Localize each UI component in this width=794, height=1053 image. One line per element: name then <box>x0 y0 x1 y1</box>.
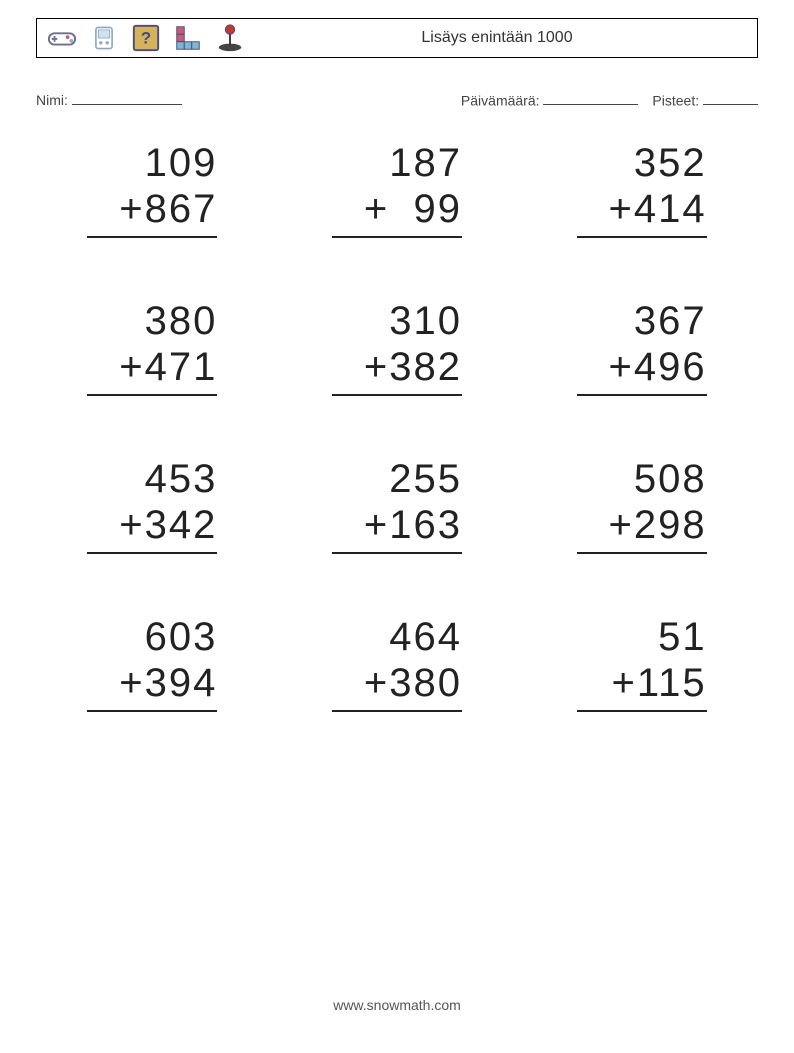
score-group: Pisteet: <box>652 90 758 108</box>
addend-bottom: +394 <box>87 660 217 712</box>
addend-bottom-value: 342 <box>145 503 218 547</box>
operator: + <box>119 502 144 548</box>
addend-bottom-value: 471 <box>145 345 218 389</box>
problem: 453 +342 <box>60 456 245 554</box>
problem: 603 +394 <box>60 614 245 712</box>
problem: 310 +382 <box>305 298 490 396</box>
addend-top: 310 <box>332 298 462 344</box>
addend-bottom-value: 414 <box>634 187 707 231</box>
score-label: Pisteet: <box>652 92 699 108</box>
addend-top: 603 <box>87 614 217 660</box>
addend-top: 255 <box>332 456 462 502</box>
date-label: Päivämäärä: <box>461 92 540 108</box>
addend-bottom: +382 <box>332 344 462 396</box>
addend-top: 352 <box>577 140 707 186</box>
problem: 367 +496 <box>549 298 734 396</box>
operator: + <box>609 186 634 232</box>
addend-bottom-value: 298 <box>634 503 707 547</box>
addend-bottom: +342 <box>87 502 217 554</box>
addend-bottom-value: 496 <box>634 345 707 389</box>
addend-bottom-value: 380 <box>389 661 462 705</box>
meta-row: Nimi: Päivämäärä: Pisteet: <box>36 90 758 108</box>
addend-top: 508 <box>577 456 707 502</box>
addend-bottom: +163 <box>332 502 462 554</box>
addend-bottom: +496 <box>577 344 707 396</box>
addend-bottom: + 99 <box>332 186 462 238</box>
operator: + <box>364 660 389 706</box>
footer: www.snowmath.com <box>0 997 794 1013</box>
operator: + <box>609 344 634 390</box>
date-group: Päivämäärä: <box>461 90 638 108</box>
problem: 508 +298 <box>549 456 734 554</box>
problems-grid: 109 +867 187 + 99 352 +414 380 +471 310 … <box>60 140 734 712</box>
problem: 109 +867 <box>60 140 245 238</box>
header-bar: ? Lisäys enintään 1000 <box>36 18 758 58</box>
addend-bottom-value: 394 <box>145 661 218 705</box>
operator: + <box>364 186 389 232</box>
worksheet-title: Lisäys enintään 1000 <box>397 29 597 47</box>
problem: 352 +414 <box>549 140 734 238</box>
gameboy-icon <box>89 23 119 53</box>
addend-bottom: +380 <box>332 660 462 712</box>
problem: 51 +115 <box>549 614 734 712</box>
addend-top: 380 <box>87 298 217 344</box>
addend-bottom: +115 <box>577 660 707 712</box>
problem: 187 + 99 <box>305 140 490 238</box>
addend-bottom-value: 867 <box>145 187 218 231</box>
name-blank[interactable] <box>72 90 182 105</box>
operator: + <box>119 186 144 232</box>
addend-bottom: +867 <box>87 186 217 238</box>
operator: + <box>609 502 634 548</box>
svg-text:?: ? <box>141 29 151 48</box>
addend-top: 464 <box>332 614 462 660</box>
addend-bottom-value: 115 <box>637 661 707 705</box>
addend-bottom: +471 <box>87 344 217 396</box>
addend-top: 453 <box>87 456 217 502</box>
problem: 255 +163 <box>305 456 490 554</box>
addend-top: 367 <box>577 298 707 344</box>
icon-row: ? <box>47 23 245 53</box>
addend-top: 51 <box>577 614 707 660</box>
gamepad-icon <box>47 23 77 53</box>
operator: + <box>612 660 637 706</box>
operator: + <box>119 344 144 390</box>
tetris-icon <box>173 23 203 53</box>
joystick-icon <box>215 23 245 53</box>
problem: 380 +471 <box>60 298 245 396</box>
problem: 464 +380 <box>305 614 490 712</box>
addend-bottom: +414 <box>577 186 707 238</box>
addend-top: 109 <box>87 140 217 186</box>
meta-right: Päivämäärä: Pisteet: <box>461 90 758 108</box>
operator: + <box>364 344 389 390</box>
question-card-icon: ? <box>131 23 161 53</box>
addend-bottom-value: 163 <box>389 503 462 547</box>
meta-name: Nimi: <box>36 90 182 108</box>
footer-text: www.snowmath.com <box>333 997 461 1013</box>
addend-bottom: +298 <box>577 502 707 554</box>
addend-bottom-value: 99 <box>389 187 462 231</box>
worksheet-page: ? Lisäys enintään 1000 <box>0 0 794 1053</box>
score-blank[interactable] <box>703 90 758 105</box>
operator: + <box>119 660 144 706</box>
date-blank[interactable] <box>543 90 638 105</box>
operator: + <box>364 502 389 548</box>
addend-top: 187 <box>332 140 462 186</box>
addend-bottom-value: 382 <box>389 345 462 389</box>
name-label: Nimi: <box>36 92 68 108</box>
